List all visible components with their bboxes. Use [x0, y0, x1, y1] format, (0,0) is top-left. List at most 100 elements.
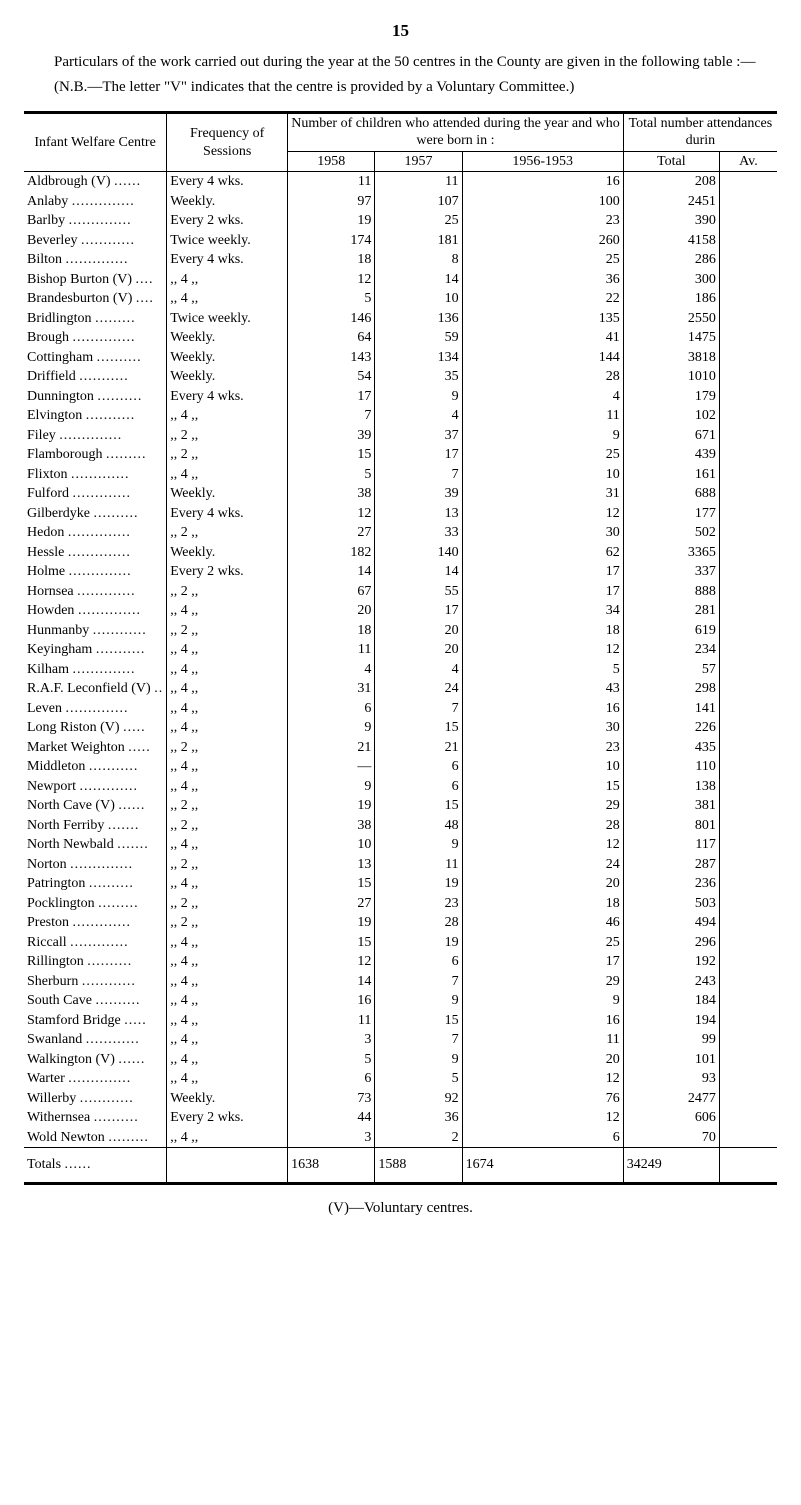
table-row: Bishop Burton (V) .... ,, 4 ,, 12 14 36 …	[24, 270, 777, 290]
cell-1958: 54	[288, 367, 375, 387]
table-row: Elvington ........... ,, 4 ,, 7 4 11 102	[24, 406, 777, 426]
centre-text: Walkington (V)	[27, 1052, 115, 1067]
table-row: Brough .............. Weekly. 64 59 41 1…	[24, 328, 777, 348]
cell-frequency: ,, 2 ,,	[167, 738, 288, 758]
cell-frequency: ,, 2 ,,	[167, 816, 288, 836]
cell-5653: 23	[462, 738, 623, 758]
cell-5653: 16	[462, 1011, 623, 1031]
dots: ....	[136, 272, 154, 287]
table-row: Bridlington ......... Twice weekly. 146 …	[24, 309, 777, 329]
cell-av	[719, 640, 777, 660]
centre-text: Filey	[27, 428, 56, 443]
centre-text: Middleton	[27, 759, 85, 774]
cell-av	[719, 445, 777, 465]
cell-total: 70	[623, 1128, 719, 1148]
cell-1957: 17	[375, 445, 462, 465]
cell-centre: Patrington ..........	[24, 874, 167, 894]
cell-centre: Hedon ..............	[24, 523, 167, 543]
table-row: Norton .............. ,, 2 ,, 13 11 24 2…	[24, 855, 777, 875]
cell-total: 1475	[623, 328, 719, 348]
cell-av	[719, 562, 777, 582]
cell-1958: 3	[288, 1128, 375, 1148]
cell-1958: 31	[288, 679, 375, 699]
cell-1958: 38	[288, 816, 375, 836]
table-row: Wold Newton ......... ,, 4 ,, 3 2 6 70	[24, 1128, 777, 1148]
dots: ..............	[70, 857, 133, 872]
cell-5653: 30	[462, 523, 623, 543]
dots: ..............	[72, 194, 135, 209]
cell-5653: 10	[462, 757, 623, 777]
centre-text: Norton	[27, 857, 67, 872]
cell-1958: 73	[288, 1089, 375, 1109]
dots: .........	[95, 311, 136, 326]
cell-1958: 15	[288, 445, 375, 465]
centre-text: Cottingham	[27, 350, 93, 365]
cell-1958: 20	[288, 601, 375, 621]
cell-av	[719, 913, 777, 933]
table-row: South Cave .......... ,, 4 ,, 16 9 9 184	[24, 991, 777, 1011]
cell-1958: 17	[288, 387, 375, 407]
cell-av	[719, 699, 777, 719]
cell-total: 801	[623, 816, 719, 836]
cell-1958: 18	[288, 621, 375, 641]
cell-5653: 43	[462, 679, 623, 699]
table-row: Aldbrough (V) ...... Every 4 wks. 11 11 …	[24, 172, 777, 192]
cell-1958: 5	[288, 1050, 375, 1070]
cell-centre: North Cave (V) ......	[24, 796, 167, 816]
table-row: Newport ............. ,, 4 ,, 9 6 15 138	[24, 777, 777, 797]
cell-1958: 18	[288, 250, 375, 270]
dots: .........	[108, 1130, 149, 1145]
centre-text: Brough	[27, 330, 69, 345]
cell-1957: 35	[375, 367, 462, 387]
table-row: Pocklington ......... ,, 2 ,, 27 23 18 5…	[24, 894, 777, 914]
centre-text: Bridlington	[27, 311, 92, 326]
cell-total: 390	[623, 211, 719, 231]
centre-text: Kilham	[27, 662, 69, 677]
cell-5653: 29	[462, 972, 623, 992]
cell-frequency: ,, 2 ,,	[167, 523, 288, 543]
cell-5653: 46	[462, 913, 623, 933]
cell-centre: Fulford .............	[24, 484, 167, 504]
cell-centre: Warter ..............	[24, 1069, 167, 1089]
centre-text: Brandesburton (V)	[27, 291, 132, 306]
table-row: Hessle .............. Weekly. 182 140 62…	[24, 543, 777, 563]
centre-text: Willerby	[27, 1091, 76, 1106]
cell-1958: 39	[288, 426, 375, 446]
cell-centre: Withernsea ..........	[24, 1108, 167, 1128]
cell-total: 161	[623, 465, 719, 485]
cell-av	[719, 952, 777, 972]
dots: .............	[71, 467, 130, 482]
dots: ..........	[87, 954, 132, 969]
cell-av	[719, 406, 777, 426]
table-row: Beverley ............ Twice weekly. 174 …	[24, 231, 777, 251]
cell-av	[719, 874, 777, 894]
totals-freq-cell	[167, 1148, 288, 1184]
cell-5653: 100	[462, 192, 623, 212]
table-row: Brandesburton (V) .... ,, 4 ,, 5 10 22 1…	[24, 289, 777, 309]
cell-centre: Bridlington .........	[24, 309, 167, 329]
cell-centre: Filey ..............	[24, 426, 167, 446]
footnote: (V)—Voluntary centres.	[24, 1199, 777, 1218]
cell-av	[719, 328, 777, 348]
cell-centre: Market Weighton .....	[24, 738, 167, 758]
cell-total: 110	[623, 757, 719, 777]
cell-1958: 5	[288, 289, 375, 309]
cell-1958: 9	[288, 718, 375, 738]
table-row: Kilham .............. ,, 4 ,, 4 4 5 57	[24, 660, 777, 680]
cell-1957: 8	[375, 250, 462, 270]
cell-1957: 15	[375, 796, 462, 816]
cell-av	[719, 172, 777, 192]
cell-centre: Anlaby ..............	[24, 192, 167, 212]
cell-1958: 21	[288, 738, 375, 758]
cell-5653: 12	[462, 1108, 623, 1128]
table-row: Fulford ............. Weekly. 38 39 31 6…	[24, 484, 777, 504]
cell-frequency: Twice weekly.	[167, 231, 288, 251]
cell-1957: 15	[375, 1011, 462, 1031]
cell-av	[719, 972, 777, 992]
cell-total: 141	[623, 699, 719, 719]
cell-frequency: Weekly.	[167, 484, 288, 504]
centre-text: Hornsea	[27, 584, 74, 599]
dots: ..............	[59, 428, 122, 443]
cell-1958: 3	[288, 1030, 375, 1050]
cell-5653: 24	[462, 855, 623, 875]
